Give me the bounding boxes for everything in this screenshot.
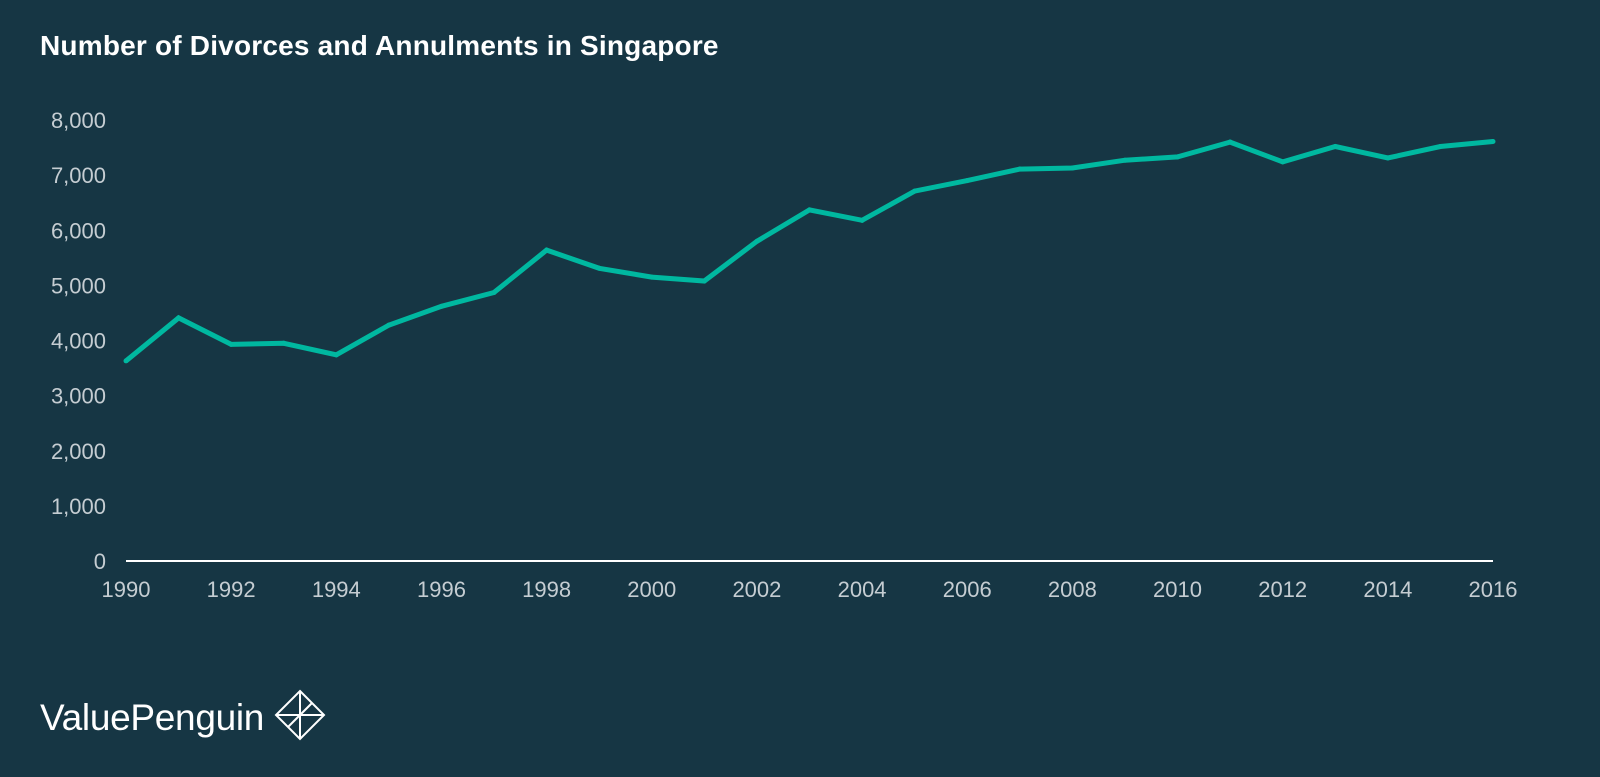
y-tick-label: 1,000 <box>51 494 106 519</box>
x-tick-label: 2014 <box>1363 577 1412 602</box>
data-point <box>438 303 444 309</box>
y-tick-label: 7,000 <box>51 163 106 188</box>
data-point <box>123 358 129 364</box>
data-point <box>1069 165 1075 171</box>
data-point <box>1122 157 1128 163</box>
series-layer <box>123 138 1496 364</box>
data-point <box>228 341 234 347</box>
data-point <box>281 340 287 346</box>
x-tick-label: 1990 <box>102 577 151 602</box>
data-point <box>1385 155 1391 161</box>
data-point <box>701 278 707 284</box>
y-tick-label: 2,000 <box>51 439 106 464</box>
data-point <box>176 315 182 321</box>
data-point <box>1175 154 1181 160</box>
y-tick-label: 8,000 <box>51 108 106 133</box>
x-tick-label: 2008 <box>1048 577 1097 602</box>
data-point <box>859 217 865 223</box>
brand-logo: ValuePenguin <box>40 689 326 741</box>
y-tick-label: 0 <box>94 549 106 574</box>
data-point <box>596 265 602 271</box>
x-tick-label: 1994 <box>312 577 361 602</box>
data-point <box>544 247 550 253</box>
y-tick-label: 4,000 <box>51 329 106 354</box>
data-point <box>333 352 339 358</box>
data-point <box>964 178 970 184</box>
x-tick-label: 2000 <box>627 577 676 602</box>
brand-name: ValuePenguin <box>40 697 265 738</box>
data-point <box>1332 143 1338 149</box>
x-tick-label: 2006 <box>943 577 992 602</box>
chart-title: Number of Divorces and Annulments in Sin… <box>40 30 719 61</box>
y-tick-label: 6,000 <box>51 218 106 243</box>
y-tick-label: 3,000 <box>51 384 106 409</box>
y-axis-ticks: 0 1,000 2,000 3,000 4,000 5,000 6,000 7,000 8,00… <box>51 108 106 574</box>
data-point <box>386 322 392 328</box>
x-tick-label: 1998 <box>522 577 571 602</box>
data-point <box>1017 166 1023 172</box>
x-tick-label: 1992 <box>207 577 256 602</box>
valuepenguin-logo-icon <box>274 689 326 741</box>
data-point <box>649 274 655 280</box>
x-tick-label: 1996 <box>417 577 466 602</box>
x-tick-label: 2010 <box>1153 577 1202 602</box>
data-point <box>807 207 812 213</box>
x-tick-label: 2012 <box>1258 577 1307 602</box>
data-point <box>1280 159 1286 165</box>
y-tick-label: 5,000 <box>51 273 106 298</box>
data-point <box>1490 138 1496 144</box>
data-point <box>1437 143 1443 149</box>
x-axis-ticks: 1990 1992 1994 1996 1998 2000 2002 2004 2006 2008… <box>102 577 1518 602</box>
data-point <box>754 238 760 244</box>
data-point <box>491 290 497 296</box>
x-tick-label: 2002 <box>732 577 781 602</box>
data-point <box>912 188 918 194</box>
series-line <box>124 139 1494 363</box>
x-tick-label: 2016 <box>1469 577 1518 602</box>
data-point <box>1227 139 1233 145</box>
x-tick-label: 2004 <box>838 577 887 602</box>
